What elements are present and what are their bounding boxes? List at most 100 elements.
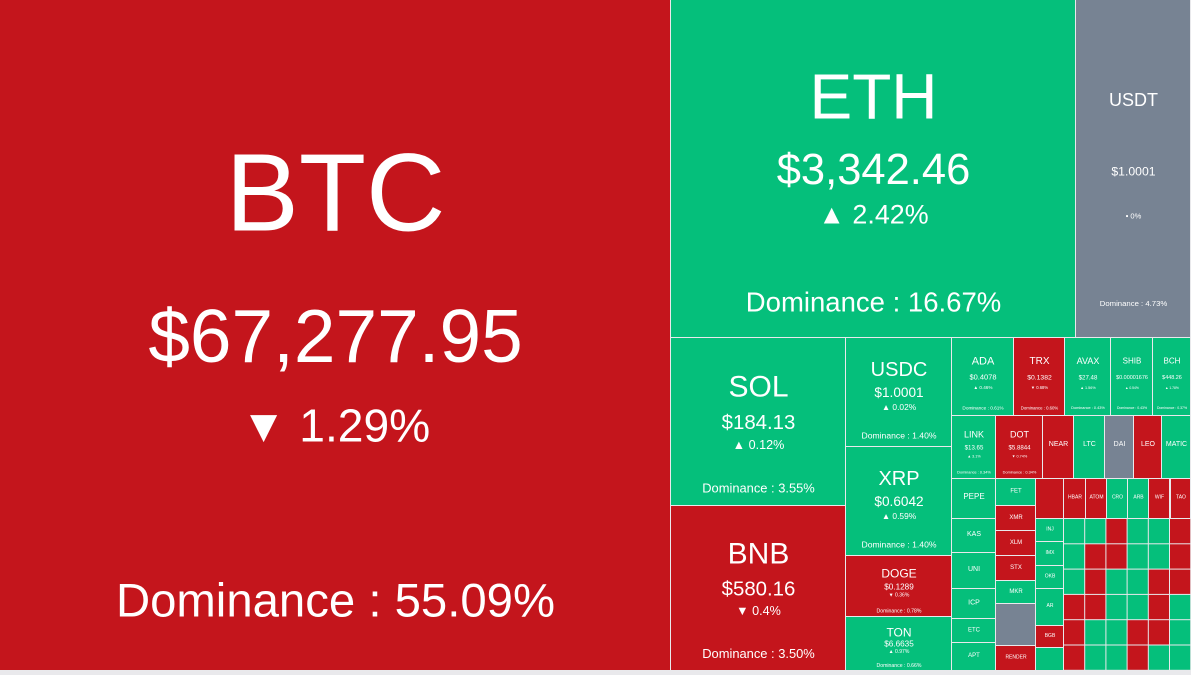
coin-tile[interactable]: [996, 531, 1035, 555]
coin-dominance: Dominance : 3.55%: [702, 481, 815, 496]
coin-symbol: NEAR: [1049, 441, 1068, 448]
coin-symbol: BCH: [1164, 357, 1181, 366]
coin-tile[interactable]: [1076, 0, 1190, 337]
filler-tile: [1085, 519, 1106, 544]
coin-tile[interactable]: [952, 553, 995, 588]
coin-tile[interactable]: [952, 338, 1013, 415]
coin-dominance: Dominance : 3.50%: [702, 646, 815, 661]
coin-tile[interactable]: [846, 617, 951, 670]
filler-tile: [1127, 620, 1148, 645]
coin-tile[interactable]: [1043, 416, 1073, 478]
coin-symbol: STX: [1010, 565, 1022, 571]
coin-tile[interactable]: [952, 519, 995, 552]
coin-tile[interactable]: [1036, 519, 1063, 541]
coin-tile[interactable]: [996, 506, 1035, 530]
coin-tile[interactable]: [1111, 338, 1152, 415]
coin-price: $0.1289: [884, 582, 914, 591]
filler-tile: [1127, 645, 1148, 670]
coin-tile[interactable]: [1149, 479, 1169, 518]
coin-price: $184.13: [722, 412, 796, 434]
coin-tile[interactable]: [996, 479, 1035, 505]
coin-symbol: TON: [886, 625, 911, 639]
coin-tile[interactable]: [1171, 479, 1190, 518]
coin-change: ▼ 0.4%: [736, 604, 781, 618]
coin-tile[interactable]: [1036, 566, 1063, 588]
coin-tile[interactable]: [996, 646, 1035, 670]
coin-price: $580.16: [722, 579, 796, 601]
coin-tile[interactable]: [996, 416, 1042, 478]
coin-tile[interactable]: [1105, 416, 1133, 478]
coin-tile[interactable]: [1162, 416, 1190, 478]
coin-dominance: Dominance : 16.67%: [746, 286, 1001, 317]
coin-price: $6.6635: [884, 640, 914, 649]
coin-price: $67,277.95: [148, 294, 522, 378]
filler-tile: [1148, 594, 1169, 620]
coin-change: ▼ 0.68%: [1031, 385, 1048, 390]
filler-tile: [1036, 648, 1063, 670]
coin-symbol: ETC: [968, 627, 981, 633]
coin-symbol: HBAR: [1068, 494, 1082, 500]
filler-tile: [1148, 569, 1169, 594]
coin-change: ▲ 3.1%: [967, 454, 981, 458]
coin-dominance: Dominance : 0.60%: [1021, 405, 1059, 410]
coin-change: ▲ 1.56%: [1080, 386, 1096, 390]
coin-symbol: UNI: [968, 566, 980, 573]
coin-tile[interactable]: [1107, 479, 1127, 518]
coin-tile[interactable]: [1134, 416, 1161, 478]
coin-symbol: BNB: [728, 537, 790, 570]
coin-tile[interactable]: [952, 619, 995, 642]
filler-tile: [1064, 519, 1085, 544]
coin-tile[interactable]: [0, 0, 670, 670]
coin-dominance: Dominance : 0.66%: [877, 663, 922, 669]
coin-tile[interactable]: [671, 0, 1075, 337]
coin-change: ▲ 0.02%: [882, 402, 917, 412]
coin-dominance: Dominance : 1.40%: [862, 539, 937, 549]
coin-tile[interactable]: [846, 447, 951, 555]
coin-tile[interactable]: [1014, 338, 1064, 415]
filler-tile: [1085, 544, 1106, 569]
coin-tile[interactable]: [1036, 626, 1063, 647]
coin-tile[interactable]: [671, 338, 845, 505]
filler-tile: [1127, 594, 1148, 620]
coin-price: $448.26: [1162, 375, 1182, 381]
coin-symbol: ICP: [968, 599, 980, 606]
coin-price: $1.0001: [1111, 165, 1155, 179]
coin-tile[interactable]: [1036, 542, 1063, 565]
coin-tile[interactable]: [996, 556, 1035, 580]
coin-tile[interactable]: [846, 338, 951, 446]
coin-tile[interactable]: [1128, 479, 1148, 518]
coin-change: ▼ 1.29%: [241, 400, 431, 452]
coin-change: ▼ 0.36%: [889, 592, 910, 598]
coin-tile[interactable]: [996, 581, 1035, 603]
coin-symbol: DOT: [1010, 429, 1030, 439]
coin-change: ▲ 0.46%: [974, 385, 993, 390]
coin-change: ▲ 2.42%: [818, 199, 928, 229]
coin-tile[interactable]: [1036, 589, 1063, 625]
coin-tile[interactable]: [952, 479, 995, 518]
filler-tile: [1106, 569, 1127, 594]
coin-symbol: SOL: [728, 370, 788, 403]
filler-tile: [1036, 479, 1063, 518]
coin-tile[interactable]: [1074, 416, 1104, 478]
coin-tile[interactable]: [1065, 338, 1110, 415]
coin-tile[interactable]: [1086, 479, 1106, 518]
coin-symbol: XMR: [1009, 515, 1023, 521]
coin-tile[interactable]: [952, 643, 995, 670]
coin-tile[interactable]: [952, 416, 995, 478]
coin-tile[interactable]: [1064, 479, 1085, 518]
coin-symbol: WIF: [1155, 494, 1164, 500]
coin-symbol: TAO: [1176, 494, 1186, 500]
coin-tile[interactable]: [1153, 338, 1190, 415]
coin-dominance: Dominance : 0.37%: [1157, 406, 1187, 410]
filler-tile: [1148, 519, 1169, 544]
filler-tile: [1064, 645, 1085, 670]
coin-tile[interactable]: [846, 556, 951, 616]
coin-symbol: PEPE: [963, 492, 984, 501]
coin-dominance: Dominance : 0.34%: [957, 470, 991, 475]
coin-price: $1.0001: [874, 385, 923, 400]
coin-symbol: AR: [1047, 603, 1054, 609]
coin-tile[interactable]: [671, 506, 845, 670]
coin-symbol: CRO: [1112, 494, 1123, 500]
coin-tile[interactable]: [952, 589, 995, 618]
filler-tile: [1127, 544, 1148, 569]
